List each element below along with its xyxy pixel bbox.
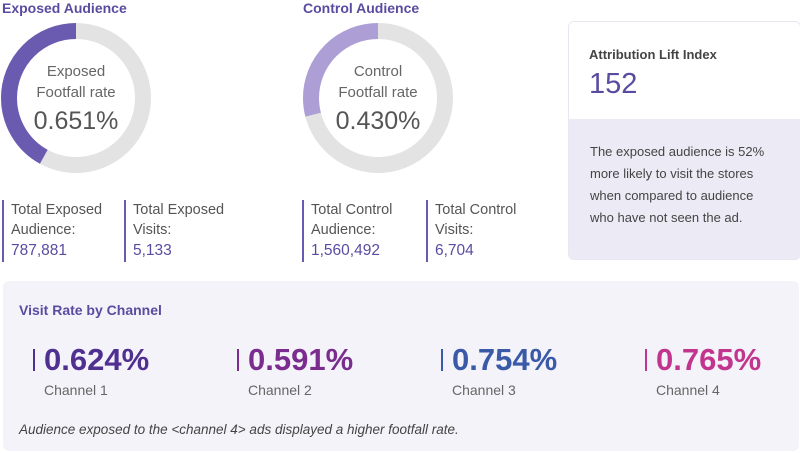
channel-2-bar (237, 349, 239, 371)
channel-4-bar (645, 349, 647, 371)
control-donut-label-line1: Control (353, 62, 403, 80)
total-control-audience-label: Total Control Audience: (311, 202, 393, 238)
visit-rate-by-channel-panel: Visit Rate by Channel 0.624% Channel 1 0… (3, 281, 799, 451)
total-control-visits-stat: Total Control Visits: 6,704 (426, 200, 545, 262)
total-exposed-visits-stat: Total Exposed Visits: 5,133 (124, 200, 243, 262)
exposed-donut-fill (1, 23, 151, 173)
control-donut-label-line2: Footfall rate (338, 83, 418, 101)
control-donut-fill (303, 23, 453, 173)
exposed-donut-label-line1: Exposed (46, 62, 106, 80)
exposed-footfall-donut: Exposed Footfall rate 0.651% (0, 22, 152, 174)
channel-1-name: Channel 1 (44, 382, 108, 398)
total-control-visits-label: Total Control Visits: (435, 202, 517, 238)
total-control-visits-value: 6,704 (435, 242, 474, 259)
exposed-footfall-rate: 0.651% (33, 106, 119, 135)
control-footfall-donut: Control Footfall rate 0.430% (302, 22, 454, 174)
total-control-audience-value: 1,560,492 (311, 242, 380, 259)
visit-rate-by-channel-title: Visit Rate by Channel (19, 302, 162, 318)
total-exposed-audience-stat: Total Exposed Audience: 787,881 (2, 200, 121, 262)
control-footfall-rate: 0.430% (335, 106, 421, 135)
channel-3-bar (441, 349, 443, 371)
channel-2-value: 0.591% (248, 342, 354, 377)
total-control-audience-stat: Total Control Audience: 1,560,492 (302, 200, 421, 262)
channel-3-name: Channel 3 (452, 382, 516, 398)
channel-1-bar (33, 349, 35, 371)
channel-4-name: Channel 4 (656, 382, 720, 398)
attribution-lift-description: The exposed audience is 52% more likely … (569, 119, 800, 259)
control-audience-title: Control Audience (303, 0, 420, 16)
channel-3-value: 0.754% (452, 342, 558, 377)
exposed-donut-label-line2: Footfall rate (36, 83, 116, 101)
channel-1-value: 0.624% (44, 342, 150, 377)
exposed-audience-title: Exposed Audience (2, 0, 127, 16)
total-exposed-audience-value: 787,881 (11, 242, 68, 259)
attribution-lift-panel: Attribution Lift Index 152 The exposed a… (568, 21, 800, 260)
total-exposed-visits-label: Total Exposed Visits: (133, 202, 225, 238)
attribution-lift-title: Attribution Lift Index (589, 47, 717, 62)
channel-2-name: Channel 2 (248, 382, 312, 398)
total-exposed-audience-label: Total Exposed Audience: (11, 202, 103, 238)
channel-insight-note: Audience exposed to the <channel 4> ads … (19, 422, 459, 437)
total-exposed-visits-value: 5,133 (133, 242, 172, 259)
attribution-lift-value: 152 (589, 68, 638, 100)
channel-4-value: 0.765% (656, 342, 762, 377)
